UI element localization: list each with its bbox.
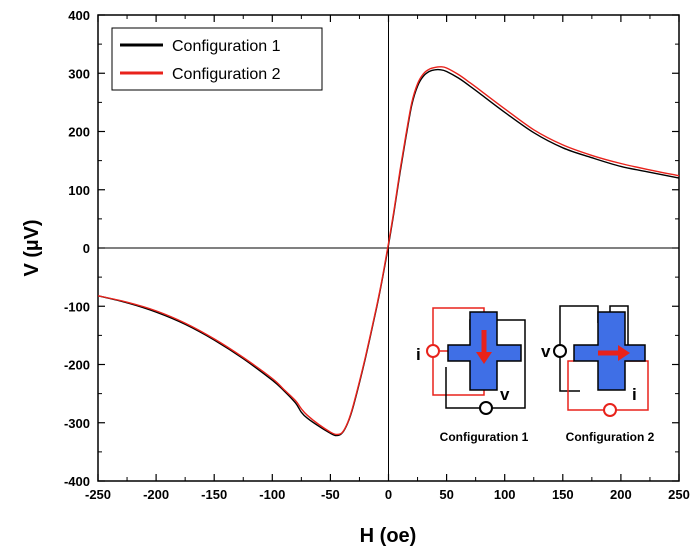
y-tick-label: 0 <box>83 241 90 256</box>
config1-current-source <box>426 344 440 358</box>
x-tick-label: 50 <box>439 487 453 502</box>
x-axis-title: H (oe) <box>360 525 417 547</box>
inset-configuration-2: v i Configuration 2 <box>541 305 655 444</box>
x-tick-label: -150 <box>201 487 227 502</box>
y-tick-label: -200 <box>64 358 90 373</box>
series-layer <box>97 66 680 437</box>
x-tick-label: 0 <box>385 487 392 502</box>
x-tick-label: -250 <box>85 487 111 502</box>
config2-voltage-wire <box>559 305 599 392</box>
tick-labels: -250 -200 -150 -100 -50 0 50 100 150 200 250 -400 -3… <box>64 8 690 502</box>
config1-arrow-head <box>476 352 492 364</box>
config2-arrow-head <box>618 345 630 361</box>
config1-voltmeter <box>479 401 493 415</box>
config2-voltmeter <box>553 344 567 358</box>
x-tick-label: 250 <box>668 487 690 502</box>
x-tick-label: 200 <box>610 487 632 502</box>
x-tick-label: 100 <box>494 487 516 502</box>
legend-label-config2: Configuration 2 <box>172 66 281 83</box>
x-tick-label: -100 <box>259 487 285 502</box>
y-axis-title: V (µV) <box>21 219 43 276</box>
x-tick-label: -200 <box>143 487 169 502</box>
config1-caption: Configuration 1 <box>440 430 529 444</box>
config2-current-label: i <box>632 385 637 404</box>
config1-voltage-label: v <box>500 385 510 404</box>
y-tick-label: 200 <box>68 125 90 140</box>
y-tick-label: 400 <box>68 8 90 23</box>
y-tick-label: -100 <box>64 299 90 314</box>
y-tick-label: -400 <box>64 474 90 489</box>
x-tick-label: 150 <box>552 487 574 502</box>
x-tick-label: -50 <box>321 487 340 502</box>
y-tick-label: 100 <box>68 183 90 198</box>
inset-configuration-1: i v Configuration 1 <box>416 307 529 444</box>
legend-box <box>111 27 323 91</box>
ticks <box>97 14 680 482</box>
series-line-configuration-2 <box>97 66 680 436</box>
y-tick-label: 300 <box>68 66 90 81</box>
config1-current-label: i <box>416 345 421 364</box>
config2-current-source <box>603 403 617 417</box>
legend: Configuration 1 Configuration 2 <box>111 27 323 91</box>
config2-voltage-label: v <box>541 342 551 361</box>
y-tick-label: -300 <box>64 416 90 431</box>
config2-caption: Configuration 2 <box>566 430 655 444</box>
legend-label-config1: Configuration 1 <box>172 38 281 55</box>
